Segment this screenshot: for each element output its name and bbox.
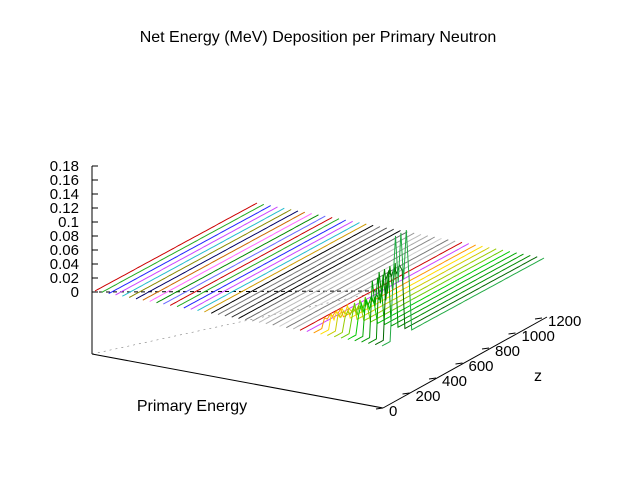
series-line xyxy=(347,251,511,340)
floor-back-edge xyxy=(91,290,384,293)
series-line xyxy=(190,220,353,310)
series-line xyxy=(142,211,306,301)
z-tick-label: 0.02 xyxy=(50,270,79,287)
series-line xyxy=(320,245,483,335)
depth-tick-label: 1200 xyxy=(548,313,581,330)
depth-tick-mark xyxy=(534,317,543,320)
series-line xyxy=(381,229,545,347)
series-line xyxy=(149,213,312,302)
depth-axis-line xyxy=(382,316,548,409)
depth-tick-label: 400 xyxy=(442,373,467,390)
series-line xyxy=(163,215,326,305)
z-tick-label: 0.08 xyxy=(50,228,79,245)
depth-tick-label: 800 xyxy=(495,343,520,360)
series-line xyxy=(176,218,340,308)
series-line xyxy=(156,214,319,304)
series-line xyxy=(128,209,292,298)
depth-tick-label: 600 xyxy=(469,358,494,375)
x-axis-line xyxy=(91,353,384,409)
series-line xyxy=(354,252,517,342)
series-line xyxy=(217,226,381,316)
depth-tick-mark xyxy=(402,392,410,395)
series-line xyxy=(292,240,456,330)
series-line xyxy=(197,222,360,312)
depth-tick-mark xyxy=(481,347,490,350)
z-tick-label: 0.14 xyxy=(50,186,79,203)
series-line xyxy=(279,237,442,327)
series-line xyxy=(108,205,271,295)
series-line xyxy=(94,202,258,292)
series-line xyxy=(224,227,388,317)
series-line xyxy=(374,256,538,346)
depth-tick-label: 200 xyxy=(416,388,441,405)
series-line xyxy=(368,254,531,344)
series-line xyxy=(286,239,449,329)
x-axis-label: Primary Energy xyxy=(137,398,247,415)
floor-diagonal xyxy=(91,290,384,355)
z-ticks: 0.180.160.140.120.10.080.060.040.020 xyxy=(50,158,98,301)
z-tick-label: 0.16 xyxy=(50,172,79,189)
series-line xyxy=(238,230,401,319)
series-line xyxy=(361,253,524,343)
series-line xyxy=(333,248,497,338)
series-line xyxy=(265,235,429,325)
z-tick-label: 0.12 xyxy=(50,200,79,217)
series-line xyxy=(122,207,285,297)
z-tick-label: 0.04 xyxy=(50,256,79,273)
series-group xyxy=(94,202,545,347)
series-line xyxy=(231,228,394,318)
depth-tick-mark xyxy=(428,377,437,380)
depth-tick-label: 0 xyxy=(389,403,397,420)
series-line xyxy=(204,223,367,313)
series-line xyxy=(340,249,504,339)
depth-tick-mark xyxy=(455,362,463,365)
depth-tick-mark xyxy=(375,407,384,410)
chart-title: Net Energy (MeV) Deposition per Primary … xyxy=(140,29,497,46)
z-tick-label: 0.1 xyxy=(58,214,79,231)
series-line xyxy=(135,210,299,300)
series-line xyxy=(313,244,476,334)
axes xyxy=(91,166,548,409)
depth-tick-label: 1000 xyxy=(522,328,555,345)
y-axis-label: z xyxy=(534,368,542,385)
depth-tick-mark xyxy=(508,332,516,335)
series-line xyxy=(183,219,347,309)
z-tick-label: 0 xyxy=(71,284,79,301)
z-tick-label: 0.18 xyxy=(50,158,79,175)
series-line xyxy=(101,203,265,293)
series-line xyxy=(169,216,333,306)
series-line xyxy=(258,233,422,323)
series-line xyxy=(210,224,374,314)
series-line xyxy=(245,231,408,321)
series-line xyxy=(251,232,415,322)
series-line xyxy=(115,206,278,296)
z-tick-label: 0.06 xyxy=(50,242,79,259)
